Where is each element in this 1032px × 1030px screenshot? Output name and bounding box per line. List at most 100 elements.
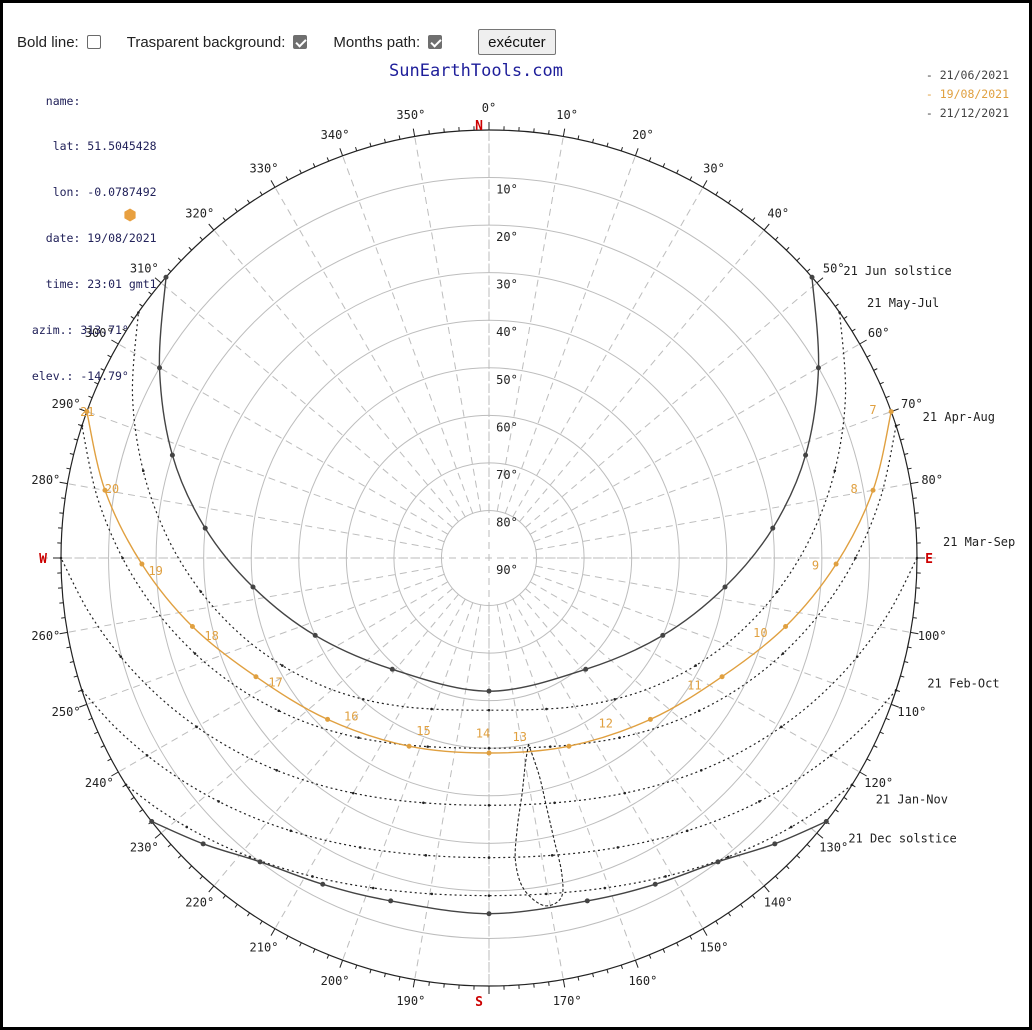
azimuth-ray (160, 282, 453, 528)
azimuth-tick-label: 290° (52, 397, 81, 411)
month-hour-dot (487, 803, 491, 807)
month-hour-dot (544, 892, 548, 896)
legend-item-summer: - 21/06/2021 (925, 68, 1009, 82)
azimuth-tick-mark (107, 758, 112, 762)
months-path-label: Months path: (333, 33, 421, 51)
azimuth-tick-mark (412, 979, 416, 988)
azimuth-tick-mark (412, 128, 416, 137)
azimuth-ray (535, 565, 911, 633)
azimuth-tick-mark (285, 176, 289, 181)
month-hour-dot (694, 664, 697, 667)
month-hour-dot (195, 725, 198, 729)
azimuth-ray (525, 282, 818, 528)
azimuth-tick-mark (785, 865, 790, 870)
azimuth-tick-label: 40° (767, 206, 789, 220)
azimuth-tick-mark (843, 316, 848, 320)
direction-east-label: E (925, 552, 933, 567)
day-hour-dot (157, 365, 163, 371)
month-hour-dot (311, 875, 314, 878)
day-hour-dot (823, 819, 829, 825)
month-hour-dot (80, 424, 84, 428)
month-hour-dot (550, 854, 554, 857)
elevation-tick-label: 90° (496, 563, 518, 577)
azimuth-tick-mark (825, 291, 830, 295)
azimuth-tick-label: 300° (85, 326, 114, 340)
azimuth-tick-mark (199, 875, 203, 880)
azimuth-tick-mark (188, 865, 193, 870)
hour-label: 21 (80, 405, 94, 419)
azimuth-tick-label: 150° (700, 941, 729, 955)
month-hour-dot (424, 854, 428, 857)
run-button[interactable]: exécuter (478, 29, 556, 55)
chart-labels: 0° 10° 20° 30° 40° 50° 60° 70° 80° 100° 110° 120° 13… (31, 101, 1015, 1010)
azimuth-tick-label: 330° (250, 161, 279, 175)
azimuth-tick-mark (752, 894, 756, 899)
day-hour-dot (486, 911, 492, 917)
info-lat: lat: 51.5045428 (25, 139, 157, 154)
month-hour-dot (371, 886, 375, 890)
azimuth-tick-mark (88, 717, 93, 721)
azimuth-tick-mark (199, 236, 203, 241)
azimuth-tick-mark (59, 481, 68, 485)
azimuth-tick-mark (130, 316, 135, 320)
azimuth-tick-mark (620, 146, 623, 152)
azimuth-tick-mark (879, 381, 884, 385)
sun-position-icon (124, 208, 136, 222)
month-hour-dot (289, 829, 293, 833)
azimuth-tick-mark (910, 481, 919, 485)
month-hour-dot (137, 311, 140, 314)
azimuth-tick-label: 10° (556, 108, 578, 122)
azimuth-tick-label: 170° (553, 994, 582, 1008)
month-hour-dot (545, 707, 548, 711)
azimuth-tick-label: 210° (250, 941, 279, 955)
azimuth-tick-mark (259, 920, 263, 925)
azimuth-tick-mark (843, 796, 848, 800)
day-hour-dot (652, 881, 658, 887)
azimuth-tick-mark (139, 303, 144, 307)
azimuth-tick-mark (592, 973, 594, 978)
month-hour-dot (664, 875, 667, 878)
month-label-feb-oct: 21 Feb-Oct (927, 677, 999, 691)
azimuth-tick-mark (727, 912, 731, 917)
month-hour-dot (833, 469, 837, 473)
azimuth-tick-mark (662, 948, 666, 953)
day-hour-dot (772, 841, 778, 847)
solstice-winter-label: 21 Dec solstice (848, 832, 956, 846)
azimuth-tick-mark (796, 257, 801, 262)
azimuth-ray (274, 598, 466, 929)
bold-line-checkbox[interactable] (86, 35, 101, 49)
month-hour-dot (838, 311, 841, 314)
azimuth-tick-mark (167, 844, 172, 848)
azimuth-tick-mark (912, 617, 917, 619)
month-hour-dot (59, 556, 63, 560)
azimuth-tick-mark (910, 631, 919, 635)
month-hour-dot (277, 709, 281, 713)
month-hour-dot (829, 754, 833, 757)
day-hour-dot (870, 487, 876, 493)
azimuth-ray (529, 343, 860, 535)
azimuth-tick-mark (100, 368, 105, 371)
day-hour-dot (84, 409, 90, 415)
azimuth-tick-mark (676, 942, 679, 947)
azimuth-tick-mark (154, 277, 162, 284)
legend: - 21/06/2021 - 19/08/2021 - 21/12/2021 (926, 66, 1009, 123)
azimuth-tick-label: 120° (864, 776, 893, 790)
month-hour-dot (613, 697, 617, 701)
transparent-background-checkbox[interactable] (293, 35, 308, 49)
hour-label: 17 (268, 676, 282, 690)
azimuth-ray (504, 602, 636, 961)
azimuth-tick-mark (775, 875, 779, 880)
info-azimuth: azim.: 313.71° (25, 323, 129, 338)
toolbar: Bold line: Trasparent background: Months… (17, 27, 556, 57)
day-hour-dot (257, 859, 263, 865)
hour-label: 20 (105, 482, 119, 496)
azimuth-ray (496, 604, 564, 980)
month-hour-dot (217, 800, 220, 803)
hour-label: 9 (812, 558, 819, 572)
month-label-jan-nov: 21 Jan-Nov (876, 793, 948, 807)
azimuth-tick-mark (384, 138, 386, 143)
bold-line-label: Bold line: (17, 33, 79, 51)
azimuth-tick-mark (428, 130, 430, 135)
months-path-checkbox[interactable] (428, 35, 443, 49)
